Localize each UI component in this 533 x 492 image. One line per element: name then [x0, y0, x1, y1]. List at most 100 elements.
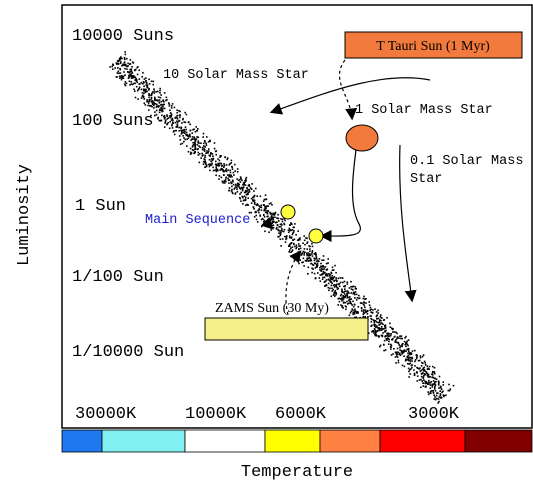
star-dot: [334, 284, 336, 286]
star-dot: [216, 150, 218, 152]
star-dot: [332, 289, 334, 291]
star-dot: [295, 234, 297, 236]
star-dot: [345, 290, 347, 292]
star-dot: [260, 205, 262, 207]
star-dot: [151, 81, 153, 83]
star-dot: [209, 159, 211, 161]
star-dot: [241, 180, 243, 182]
star-dot: [245, 197, 247, 199]
star-dot: [273, 224, 275, 226]
star-dot: [381, 326, 383, 328]
star-dot: [303, 235, 305, 237]
star-dot: [439, 376, 441, 378]
star-dot: [210, 164, 212, 166]
star-dot: [346, 294, 348, 296]
star-dot: [159, 112, 161, 114]
star-dot: [424, 361, 426, 363]
star-dot: [119, 77, 121, 79]
star-dot: [347, 297, 349, 299]
star-dot: [416, 356, 418, 358]
star-dot: [201, 153, 203, 155]
star-dot: [261, 226, 263, 228]
star-dot: [316, 260, 318, 262]
star-dot: [396, 353, 398, 355]
star-dot: [335, 272, 337, 274]
star-dot: [118, 73, 120, 75]
star-dot: [433, 392, 435, 394]
star-dot: [230, 162, 232, 164]
star-dot: [180, 143, 182, 145]
star-dot: [191, 132, 193, 134]
star-dot: [348, 297, 350, 299]
star-dot: [251, 188, 253, 190]
star-dot: [363, 303, 365, 305]
star-dot: [204, 156, 206, 158]
star-dot: [159, 99, 161, 101]
star-dot: [133, 77, 135, 79]
star-dot: [145, 89, 147, 91]
star-dot: [306, 254, 308, 256]
star-dot: [391, 328, 393, 330]
star-dot: [114, 67, 116, 69]
star-dot: [351, 310, 353, 312]
star-dot: [423, 385, 425, 387]
star-dot: [386, 335, 388, 337]
star-dot: [406, 342, 408, 344]
star-dot: [349, 315, 351, 317]
star-dot: [255, 215, 257, 217]
star-dot: [370, 325, 372, 327]
star-dot: [263, 204, 265, 206]
star-dot: [391, 354, 393, 356]
star-dot: [185, 122, 187, 124]
star-dot: [280, 226, 282, 228]
star-dot: [141, 89, 143, 91]
star-dot: [371, 321, 373, 323]
star-dot: [160, 97, 162, 99]
star-dot: [124, 58, 126, 60]
star-dot: [288, 245, 290, 247]
star-dot: [121, 65, 123, 67]
star-dot: [398, 360, 400, 362]
star-dot: [212, 158, 214, 160]
star-dot: [235, 184, 237, 186]
star-dot: [151, 93, 153, 95]
star-dot: [342, 291, 344, 293]
star-dot: [240, 192, 242, 194]
star-dot: [157, 105, 159, 107]
star-dot: [213, 170, 215, 172]
star-dot: [312, 250, 314, 252]
star-dot: [180, 139, 182, 141]
star-dot: [215, 175, 217, 177]
star-dot: [269, 203, 271, 205]
star-dot: [389, 323, 391, 325]
star-dot: [392, 339, 394, 341]
star-dot: [383, 350, 385, 352]
star-dot: [229, 174, 231, 176]
star-dot: [148, 93, 150, 95]
star-dot: [432, 372, 434, 374]
star-dot: [264, 231, 266, 233]
star-dot: [323, 266, 325, 268]
star-dot: [298, 251, 300, 253]
star-dot: [224, 180, 226, 182]
star-dot: [290, 256, 292, 258]
star-dot: [308, 245, 310, 247]
star-dot: [409, 354, 411, 356]
star-dot: [369, 304, 371, 306]
star-dot: [338, 288, 340, 290]
star-dot: [401, 344, 403, 346]
star-dot: [208, 150, 210, 152]
star-dot: [330, 272, 332, 274]
star-dot: [276, 228, 278, 230]
star-dot: [311, 243, 313, 245]
star-dot: [284, 224, 286, 226]
star-dot: [430, 384, 432, 386]
star-dot: [294, 246, 296, 248]
star-dot: [397, 356, 399, 358]
star-dot: [298, 243, 300, 245]
star-dot: [175, 117, 177, 119]
star-dot: [286, 238, 288, 240]
star-dot: [206, 144, 208, 146]
star-dot: [281, 228, 283, 230]
star-dot: [247, 193, 249, 195]
